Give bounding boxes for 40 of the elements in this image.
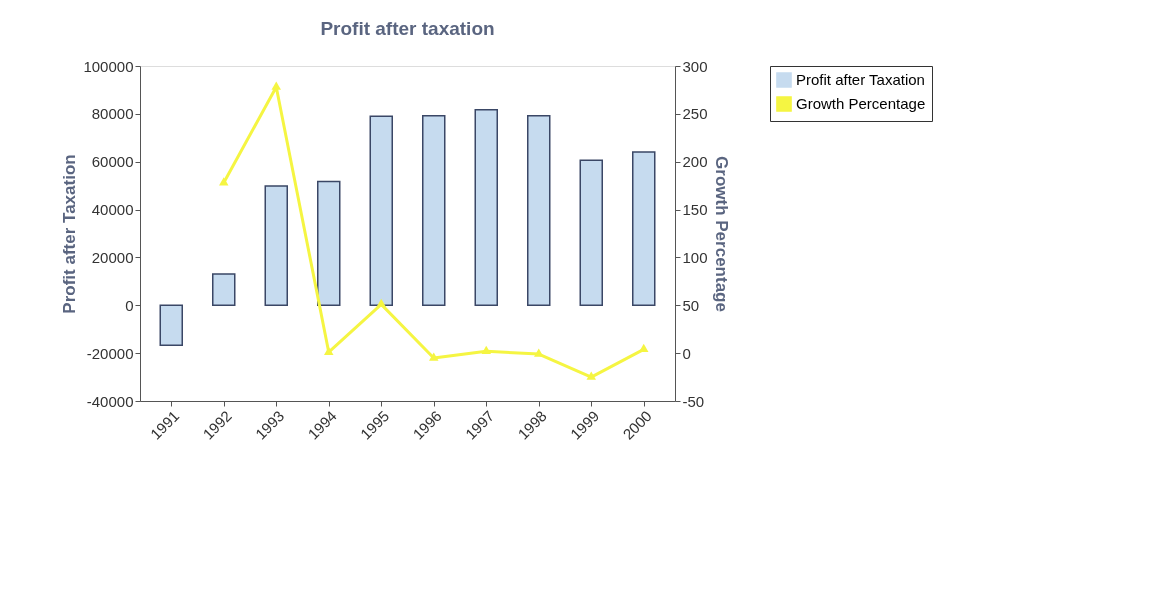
y-tick-label: 60000 [91, 153, 134, 171]
point [219, 177, 229, 186]
chart-title: Profit after taxation [320, 18, 495, 39]
point [639, 343, 649, 353]
y-tick-label: 20000 [91, 248, 134, 266]
y2-tick-label: 150 [682, 201, 708, 219]
y2-tick-label: 50 [682, 296, 700, 314]
y-tick-label: 40000 [91, 201, 134, 219]
bar [264, 185, 288, 307]
bar [159, 304, 183, 346]
legend-label: Profit after Taxation [796, 71, 925, 88]
y2-tick-label: 100 [682, 248, 708, 266]
y-tick-label: -40000 [86, 392, 134, 410]
bar [474, 109, 498, 307]
bar [369, 115, 393, 307]
bar [527, 115, 551, 307]
point [534, 348, 544, 357]
bar [579, 159, 603, 307]
y2-tick-label: 0 [682, 344, 691, 362]
legend-label: Growth Percentage [796, 95, 926, 112]
y2-tick-label: -50 [682, 392, 705, 410]
bar [422, 115, 446, 307]
y2-tick-label: 300 [682, 57, 708, 75]
y-tick-label: 0 [125, 296, 134, 314]
y-tick-label: -20000 [86, 344, 134, 362]
y-tick-label: 80000 [91, 105, 134, 123]
bar [317, 180, 341, 307]
point [481, 345, 491, 354]
point [271, 81, 281, 90]
y2-tick-label: 200 [682, 153, 708, 171]
y2-axis-title: Growth Percentage [711, 156, 731, 312]
point [586, 371, 596, 380]
y2-tick-label: 250 [682, 105, 708, 123]
point [376, 298, 386, 308]
y-tick-label: 100000 [83, 57, 134, 75]
y-axis-title: Profit after Taxation [60, 154, 80, 314]
point [324, 346, 334, 355]
point [429, 352, 439, 361]
bar [632, 151, 656, 307]
bar [212, 273, 236, 307]
